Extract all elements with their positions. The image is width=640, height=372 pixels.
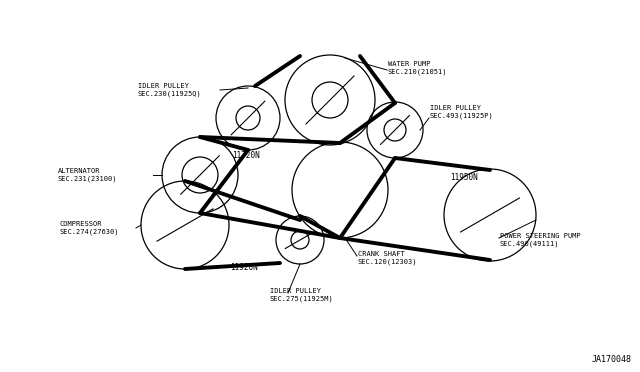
Text: POWER STEERING PUMP
SEC.490(49111): POWER STEERING PUMP SEC.490(49111) bbox=[500, 233, 580, 247]
Text: WATER PUMP
SEC.210(21051): WATER PUMP SEC.210(21051) bbox=[388, 61, 447, 75]
Text: 11720N: 11720N bbox=[232, 151, 260, 160]
Text: COMPRESSOR
SEC.274(27630): COMPRESSOR SEC.274(27630) bbox=[60, 221, 120, 235]
Text: CRANK SHAFT
SEC.120(12303): CRANK SHAFT SEC.120(12303) bbox=[358, 251, 417, 265]
Text: IDLER PULLEY
SEC.493(11925P): IDLER PULLEY SEC.493(11925P) bbox=[430, 105, 493, 119]
Text: 11920N: 11920N bbox=[230, 263, 258, 273]
Text: ALTERNATOR
SEC.231(23100): ALTERNATOR SEC.231(23100) bbox=[58, 168, 118, 182]
Text: JA170048: JA170048 bbox=[592, 355, 632, 364]
Text: 11950N: 11950N bbox=[450, 173, 477, 183]
Text: IDLER PULLEY
SEC.275(11925M): IDLER PULLEY SEC.275(11925M) bbox=[270, 288, 333, 302]
Text: IDLER PULLEY
SEC.230(11925Q): IDLER PULLEY SEC.230(11925Q) bbox=[138, 83, 202, 97]
